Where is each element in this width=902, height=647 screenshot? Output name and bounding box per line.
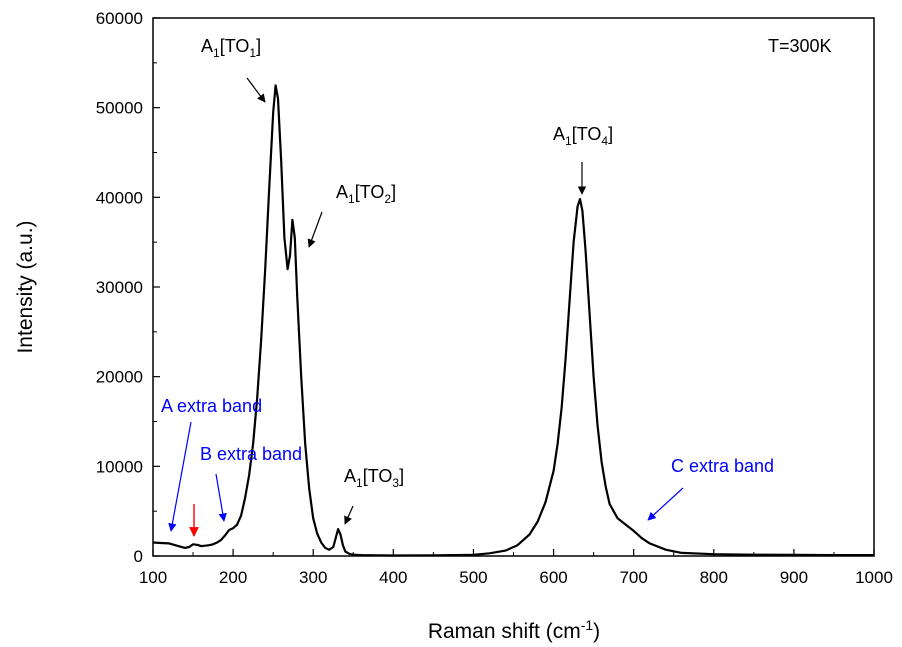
arrow-a-extra-band xyxy=(168,421,192,532)
arrow-a1-to3 xyxy=(344,505,354,525)
x-axis-ticks: 100 200 300 400 500 600 700 800 900 1000 xyxy=(139,549,893,587)
y-axis-ticks: 0 10000 20000 30000 40000 50000 60000 xyxy=(96,9,160,566)
label-a1-to1: A1[TO1] xyxy=(201,36,261,60)
label-c-extra-band: C extra band xyxy=(671,456,774,476)
x-tick-label: 400 xyxy=(379,568,407,587)
y-tick-label: 60000 xyxy=(96,9,143,28)
arrow-a1-to1 xyxy=(246,77,266,103)
x-tick-label: 100 xyxy=(139,568,167,587)
y-tick-label: 0 xyxy=(134,547,143,566)
label-b-extra-band: B extra band xyxy=(200,444,302,464)
x-tick-label: 600 xyxy=(539,568,567,587)
x-axis-title: Raman shift (cm-1) xyxy=(428,617,600,643)
x-tick-label: 1000 xyxy=(855,568,893,587)
label-a-extra-band: A extra band xyxy=(161,396,262,416)
x-tick-label: 300 xyxy=(299,568,327,587)
arrow-b-extra-band xyxy=(215,473,227,522)
label-a1-to3: A1[TO3] xyxy=(344,466,404,490)
arrow-a1-to2 xyxy=(307,211,323,248)
x-tick-label: 700 xyxy=(619,568,647,587)
temperature-label: T=300K xyxy=(768,36,832,56)
arrow-c-extra-band xyxy=(647,487,684,521)
y-tick-label: 20000 xyxy=(96,368,143,387)
spectrum-line xyxy=(152,84,874,557)
x-tick-label: 500 xyxy=(459,568,487,587)
y-tick-label: 50000 xyxy=(96,99,143,118)
x-tick-label: 900 xyxy=(780,568,808,587)
y-tick-label: 30000 xyxy=(96,278,143,297)
label-a1-to4: A1[TO4] xyxy=(553,124,613,148)
x-tick-label: 800 xyxy=(700,568,728,587)
y-tick-label: 10000 xyxy=(96,457,143,476)
label-a1-to2: A1[TO2] xyxy=(336,182,396,206)
x-tick-label: 200 xyxy=(219,568,247,587)
y-tick-label: 40000 xyxy=(96,188,143,207)
y-axis-title: Intensity (a.u.) xyxy=(14,220,37,353)
